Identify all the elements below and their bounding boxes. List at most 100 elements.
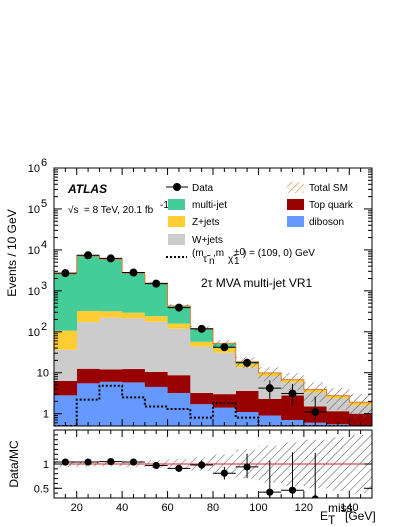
y-tick-label-3: 10 (28, 286, 40, 298)
y-tick-exp-5: 5 (41, 198, 47, 210)
stack-bar-multi-jet-2 (99, 259, 123, 312)
stack-bar-z-jets-3 (122, 312, 146, 319)
signal-line (54, 384, 372, 426)
x-tick-label-2: 60 (161, 502, 173, 514)
svg-text:χ̃: χ̃ (228, 254, 237, 265)
legend-multijet: multi-jet (168, 199, 227, 211)
svg-text:miss: miss (328, 501, 353, 515)
data-point-8 (243, 358, 252, 367)
stack-bar-diboson-1 (76, 383, 100, 426)
y-tick-label-4: 10 (28, 245, 40, 257)
stack-bar-diboson-9 (258, 415, 282, 426)
data-point-9 (265, 384, 274, 393)
atlas-label: ATLAS (67, 182, 107, 196)
legend-total-sm: Total SM (287, 182, 348, 194)
stack-bar-top-quark-12 (326, 411, 350, 425)
stack-bar-z-jets-5 (167, 323, 191, 329)
x-tick-label-1: 40 (116, 502, 128, 514)
total-sm-band-11 (303, 382, 327, 402)
data-point-1 (84, 251, 93, 260)
stack-bar-top-quark-0 (54, 380, 78, 396)
stack-bar-w-jets-5 (167, 328, 191, 376)
ratio-point-8 (243, 463, 251, 471)
legend-signal: (m τ̃ n ,m χ̃ 1 ±0 ) = (109, 0) GeV (166, 247, 315, 267)
stack-bar-multi-jet-1 (76, 255, 100, 311)
total-sm-band-12 (326, 387, 350, 410)
y-tick-exp-6: 6 (41, 157, 47, 169)
data-point-10 (288, 389, 297, 398)
ratio-point-9 (266, 488, 274, 496)
stack-bar-multi-jet-0 (54, 273, 78, 331)
stack-bar-top-quark-10 (281, 395, 305, 421)
legend: Data multi-jet Z+jets W+jets (m τ̃ n ,m … (166, 182, 354, 267)
stack-bar-top-quark-2 (99, 369, 123, 382)
ratio-point-10 (288, 486, 297, 494)
ratio-point-6 (198, 461, 206, 469)
x-tick-label-5: 120 (295, 502, 313, 514)
ratio-point-7 (220, 469, 228, 477)
svg-text:n: n (209, 256, 215, 267)
legend-top-quark: Top quark (287, 199, 354, 211)
stack-bar-z-jets-2 (99, 311, 123, 318)
legend-zjets: Z+jets (168, 216, 220, 228)
legend-wjets: W+jets (168, 234, 223, 246)
stack-bar-diboson-8 (235, 411, 259, 426)
stack-bar-diboson-3 (122, 382, 146, 426)
x-tick-label-0: 20 (71, 502, 83, 514)
y-tick-label-5: 10 (28, 204, 40, 216)
svg-text:E: E (320, 509, 328, 523)
lumi-label: √s = 8 TeV, 20.1 fb -1 (68, 200, 169, 216)
data-point-0 (61, 269, 70, 278)
ratio-point-4 (152, 461, 160, 470)
svg-text:,m: ,m (213, 248, 224, 259)
x-tick-label-4: 100 (249, 502, 267, 514)
x-axis-title: E T miss [GeV] (320, 501, 376, 527)
svg-text:(m: (m (192, 248, 204, 259)
svg-text:Data: Data (192, 183, 214, 194)
data-point-4 (152, 279, 161, 288)
svg-text:Z+jets: Z+jets (192, 217, 220, 228)
stack-bar-w-jets-4 (144, 321, 168, 372)
upper-plot-area (54, 251, 372, 426)
stack-bar-w-jets-2 (99, 317, 123, 370)
total-sm-band-13 (349, 393, 372, 419)
stack-bar-top-quark-5 (167, 375, 191, 393)
stack-bar-z-jets-0 (54, 330, 78, 350)
total-sm-band-10 (281, 372, 304, 391)
stack-bar-diboson-2 (99, 381, 123, 426)
stack-bar-top-quark-6 (190, 392, 214, 405)
stack-bar-top-quark-3 (122, 369, 146, 383)
ratio-plot-area (54, 434, 372, 498)
data-point-2 (106, 254, 115, 263)
ratio-y-tick-label-0: 0.5 (34, 483, 49, 495)
svg-text:Total SM: Total SM (309, 183, 348, 194)
stack-bar-top-quark-1 (76, 368, 100, 384)
stack-bar-w-jets-1 (76, 322, 100, 369)
stack-bar-diboson-0 (54, 395, 78, 426)
stack-bar-multi-jet-5 (167, 305, 191, 324)
ratio-point-0 (61, 458, 69, 466)
data-point-6 (197, 324, 206, 333)
x-tick-label-6: 140 (340, 502, 358, 514)
svg-text:) = (109, 0) GeV: ) = (109, 0) GeV (243, 248, 315, 259)
stack-bar-multi-jet-3 (122, 273, 146, 313)
stack-bar-z-jets-6 (190, 341, 214, 347)
stack-bar-diboson-4 (144, 386, 168, 426)
ratio-panel: 20 40 60 80 100 120 140 0.5 1 (34, 429, 373, 514)
stack-bar-top-quark-8 (235, 390, 259, 412)
region-label: 2τ MVA multi-jet VR1 (201, 276, 313, 290)
y-tick-label-2: 10 (28, 327, 40, 339)
ratio-point-1 (84, 458, 92, 466)
y-axis-label: Events / 10 GeV (5, 209, 19, 296)
data-point-3 (129, 268, 138, 277)
legend-data: Data (166, 183, 214, 194)
stack-bar-z-jets-4 (144, 316, 168, 322)
stack-bar-multi-jet-4 (144, 283, 168, 317)
svg-text:diboson: diboson (309, 217, 344, 228)
svg-text:1: 1 (234, 256, 240, 267)
ratio-y-tick-label-1: 1 (43, 459, 49, 471)
ratio-point-2 (107, 457, 115, 466)
stack-bar-top-quark-9 (258, 398, 282, 416)
